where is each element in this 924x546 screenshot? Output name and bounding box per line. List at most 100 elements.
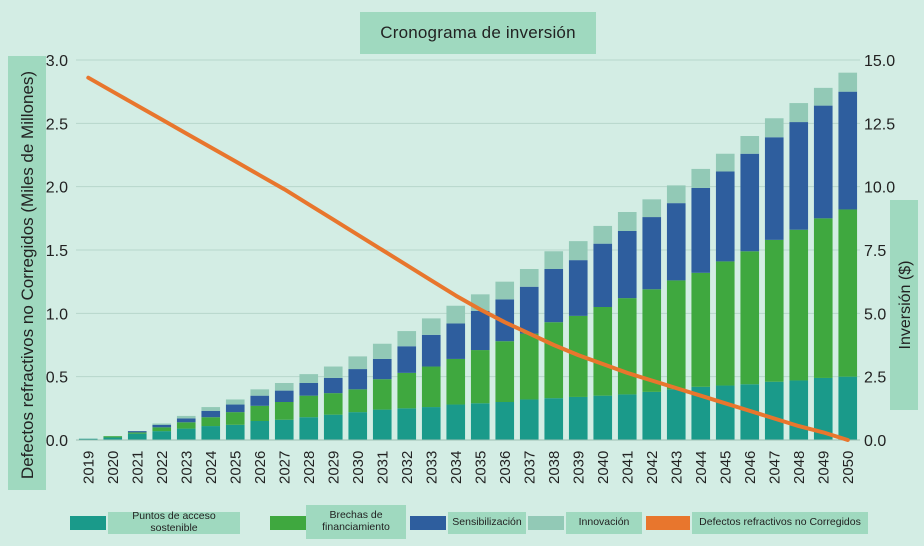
bar-segment-innovacion	[348, 356, 368, 370]
left-axis-tick-label: 0.0	[46, 433, 68, 450]
bar-segment-brechas	[201, 417, 221, 427]
bar-segment-puntos	[225, 424, 245, 440]
right-axis-tick-label: 2.5	[864, 370, 886, 387]
chart-title: Cronograma de inversión	[360, 12, 596, 54]
bar-segment-sensibilizacion	[519, 286, 539, 334]
bar-segment-puntos	[201, 426, 221, 440]
bar-segment-puntos	[250, 421, 270, 440]
x-axis-tick-label: 2030	[350, 451, 367, 484]
bar-segment-innovacion	[617, 212, 637, 231]
bar-segment-innovacion	[397, 331, 417, 347]
x-axis-tick-label: 2038	[546, 451, 563, 484]
x-axis-tick-label: 2019	[80, 451, 97, 484]
left-axis-tick-label: 2.5	[46, 116, 68, 133]
bar-segment-puntos	[813, 377, 833, 440]
bar-segment-brechas	[470, 350, 490, 404]
bar-segment-sensibilizacion	[691, 187, 711, 273]
right-axis-tick-label: 5.0	[864, 306, 886, 323]
x-axis-tick-label: 2029	[325, 451, 342, 484]
bar-segment-puntos	[593, 395, 613, 440]
bar-segment-innovacion	[421, 318, 441, 335]
bar-segment-brechas	[323, 393, 343, 415]
bar-segment-innovacion	[789, 103, 809, 123]
legend-swatch-innovacion	[528, 516, 564, 530]
bar-segment-brechas	[519, 333, 539, 400]
bar-segment-brechas	[789, 229, 809, 381]
legend-label-puntos: Puntos de acceso sostenible	[108, 511, 240, 534]
bar-segment-sensibilizacion	[617, 231, 637, 299]
x-axis-tick-label: 2036	[497, 451, 514, 484]
bar-segment-puntos	[691, 386, 711, 440]
legend-swatch-defectos	[646, 516, 690, 530]
bar-segment-brechas	[372, 379, 392, 410]
legend-label-brechas-text: Brechas de financiamiento	[322, 509, 390, 533]
left-axis-tick-label: 3.0	[46, 53, 68, 70]
bar-segment-sensibilizacion	[544, 269, 564, 323]
bar-segment-innovacion	[372, 343, 392, 359]
x-axis-tick-label: 2028	[301, 451, 318, 484]
x-axis-tick-label: 2046	[742, 451, 759, 484]
bar-segment-sensibilizacion	[421, 334, 441, 367]
right-axis-label-box	[890, 200, 918, 410]
left-axis-label-box	[8, 56, 46, 490]
x-axis-tick-label: 2034	[448, 451, 465, 484]
bar-segment-innovacion	[446, 305, 466, 324]
bar-segment-sensibilizacion	[764, 137, 784, 240]
bar-segment-brechas	[103, 436, 123, 438]
bar-segment-brechas	[495, 341, 515, 402]
bar-segment-puntos	[715, 385, 735, 440]
right-axis-tick-label: 15.0	[864, 53, 895, 70]
left-axis-tick-label: 1.0	[46, 306, 68, 323]
bar-segment-puntos	[103, 437, 123, 440]
bar-segment-brechas	[299, 395, 319, 418]
legend-label-defectos: Defectos refractivos no Corregidos	[692, 512, 868, 534]
bar-segment-innovacion	[495, 281, 515, 300]
bar-segment-puntos	[470, 403, 490, 440]
x-axis-tick-label: 2043	[668, 451, 685, 484]
bar-segment-sensibilizacion	[446, 323, 466, 359]
bar-segment-sensibilizacion	[250, 395, 270, 406]
x-axis-tick-label: 2045	[717, 451, 734, 484]
right-axis-label: Inversión ($)	[897, 261, 914, 350]
legend-label-brechas: Brechas de financiamiento	[306, 505, 406, 539]
bar-segment-sensibilizacion	[397, 346, 417, 373]
bar-segment-sensibilizacion	[666, 203, 686, 281]
bar-segment-innovacion	[813, 87, 833, 106]
bar-segment-innovacion	[740, 136, 760, 154]
bar-segment-sensibilizacion	[838, 91, 858, 210]
left-axis-tick-label: 1.5	[46, 243, 68, 260]
bar-segment-puntos	[348, 412, 368, 440]
bar-segment-sensibilizacion	[348, 369, 368, 390]
bar-segment-puntos	[568, 396, 588, 440]
bar-segment-innovacion	[715, 153, 735, 172]
bar-segment-brechas	[397, 372, 417, 409]
bar-segment-innovacion	[225, 399, 245, 405]
bar-segment-innovacion	[323, 366, 343, 378]
bar-segment-sensibilizacion	[323, 377, 343, 394]
bar-segment-brechas	[813, 218, 833, 378]
bar-segment-brechas	[715, 261, 735, 386]
x-axis-tick-label: 2037	[521, 451, 538, 484]
bar-segment-innovacion	[593, 225, 613, 244]
bar-segment-sensibilizacion	[201, 410, 221, 418]
bar-segment-sensibilizacion	[152, 424, 172, 428]
bar-segment-puntos	[78, 438, 98, 440]
x-axis-tick-label: 2022	[154, 451, 171, 484]
bar-segment-puntos	[323, 414, 343, 440]
bar-segment-sensibilizacion	[372, 358, 392, 380]
x-axis-tick-label: 2035	[472, 451, 489, 484]
bar-segment-puntos	[544, 398, 564, 440]
bar-segment-puntos	[372, 409, 392, 440]
bar-segment-puntos	[176, 428, 196, 440]
x-axis-tick-label: 2024	[203, 451, 220, 484]
bar-segment-sensibilizacion	[593, 243, 613, 307]
x-axis-tick-label: 2042	[644, 451, 661, 484]
bar-segment-innovacion	[519, 269, 539, 287]
x-axis-tick-label: 2049	[815, 451, 832, 484]
bar-segment-brechas	[593, 307, 613, 396]
bar-segment-sensibilizacion	[642, 217, 662, 290]
x-axis-tick-label: 2039	[570, 451, 587, 484]
right-axis-tick-label: 10.0	[864, 180, 895, 197]
bar-segment-brechas	[421, 366, 441, 408]
bar-segment-brechas	[666, 280, 686, 390]
